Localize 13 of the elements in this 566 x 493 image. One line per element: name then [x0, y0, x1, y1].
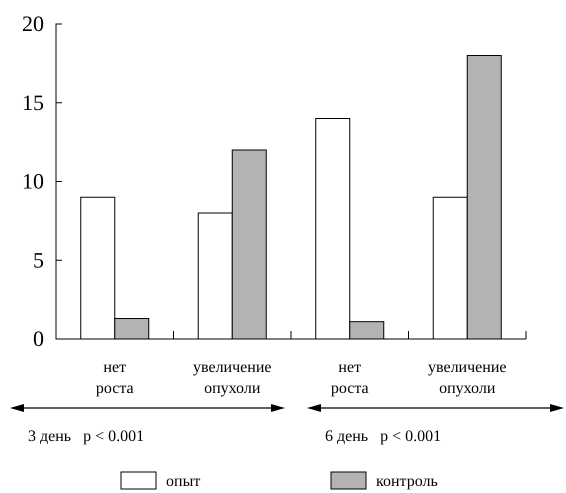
legend-label: контроль [376, 473, 438, 490]
y-tick-label: 5 [33, 247, 44, 272]
y-tick-label: 15 [22, 90, 44, 115]
x-tick-label: увеличение опухоли [193, 359, 272, 397]
y-tick-label: 10 [22, 168, 44, 194]
y-tick-label: 0 [33, 326, 44, 352]
x-tick-label: нет роста [330, 359, 369, 397]
y-tick-label: 20 [22, 11, 44, 36]
x-tick-label: увеличение опухоли [428, 359, 506, 397]
x-tick-label: нет роста [96, 359, 134, 397]
legend-label: опыт [166, 473, 200, 490]
text: 6 день p < 0.001 [325, 428, 442, 445]
text: 3 день p < 0.001 [28, 428, 144, 445]
